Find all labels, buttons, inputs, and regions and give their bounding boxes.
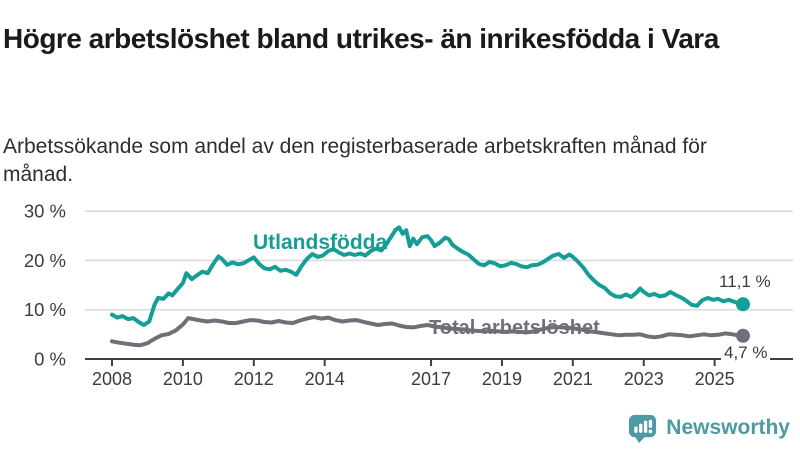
x-tick-label: 2025 (695, 369, 735, 389)
x-tick-label: 2021 (553, 369, 593, 389)
x-tick-label: 2008 (92, 369, 132, 389)
line-chart: 0 % 10 % 20 % 30 % 2008 2010 2012 2014 2017 2019 2… (24, 201, 793, 389)
y-tick-label: 30 % (24, 201, 66, 222)
x-tick-label: 2012 (234, 369, 274, 389)
newsworthy-brand: Newsworthy (627, 412, 790, 443)
series-label-total: Total arbetslöshet (429, 317, 600, 339)
x-tick-label: 2010 (163, 369, 203, 389)
total-arbetsloshet-end-dot (736, 328, 750, 343)
chart-subtitle: Arbetssökande som andel av den registerb… (3, 135, 707, 187)
x-tick-label: 2014 (305, 369, 345, 389)
series-label-utlandsfodda: Utlandsfödda (253, 231, 388, 254)
y-tick-label: 0 % (34, 349, 66, 370)
end-value-total: 4,7 % (721, 343, 771, 363)
brand-name: Newsworthy (666, 415, 790, 439)
utlandsfodda-end-dot (736, 297, 750, 312)
x-tick-label: 2017 (411, 369, 451, 389)
y-tick-label: 10 % (24, 299, 66, 320)
page-title: Högre arbetslöshet bland utrikes- än inr… (3, 22, 719, 54)
end-value-utlandsfodda: 11,1 % (719, 272, 771, 291)
x-tick-label: 2023 (624, 369, 664, 389)
x-tick-label: 2019 (482, 369, 522, 389)
y-tick-label: 20 % (24, 250, 66, 271)
utlandsfodda-line (110, 225, 745, 327)
total-arbetsloshet-line (110, 315, 745, 348)
newsworthy-speech-bubble-chart-icon (629, 414, 657, 443)
